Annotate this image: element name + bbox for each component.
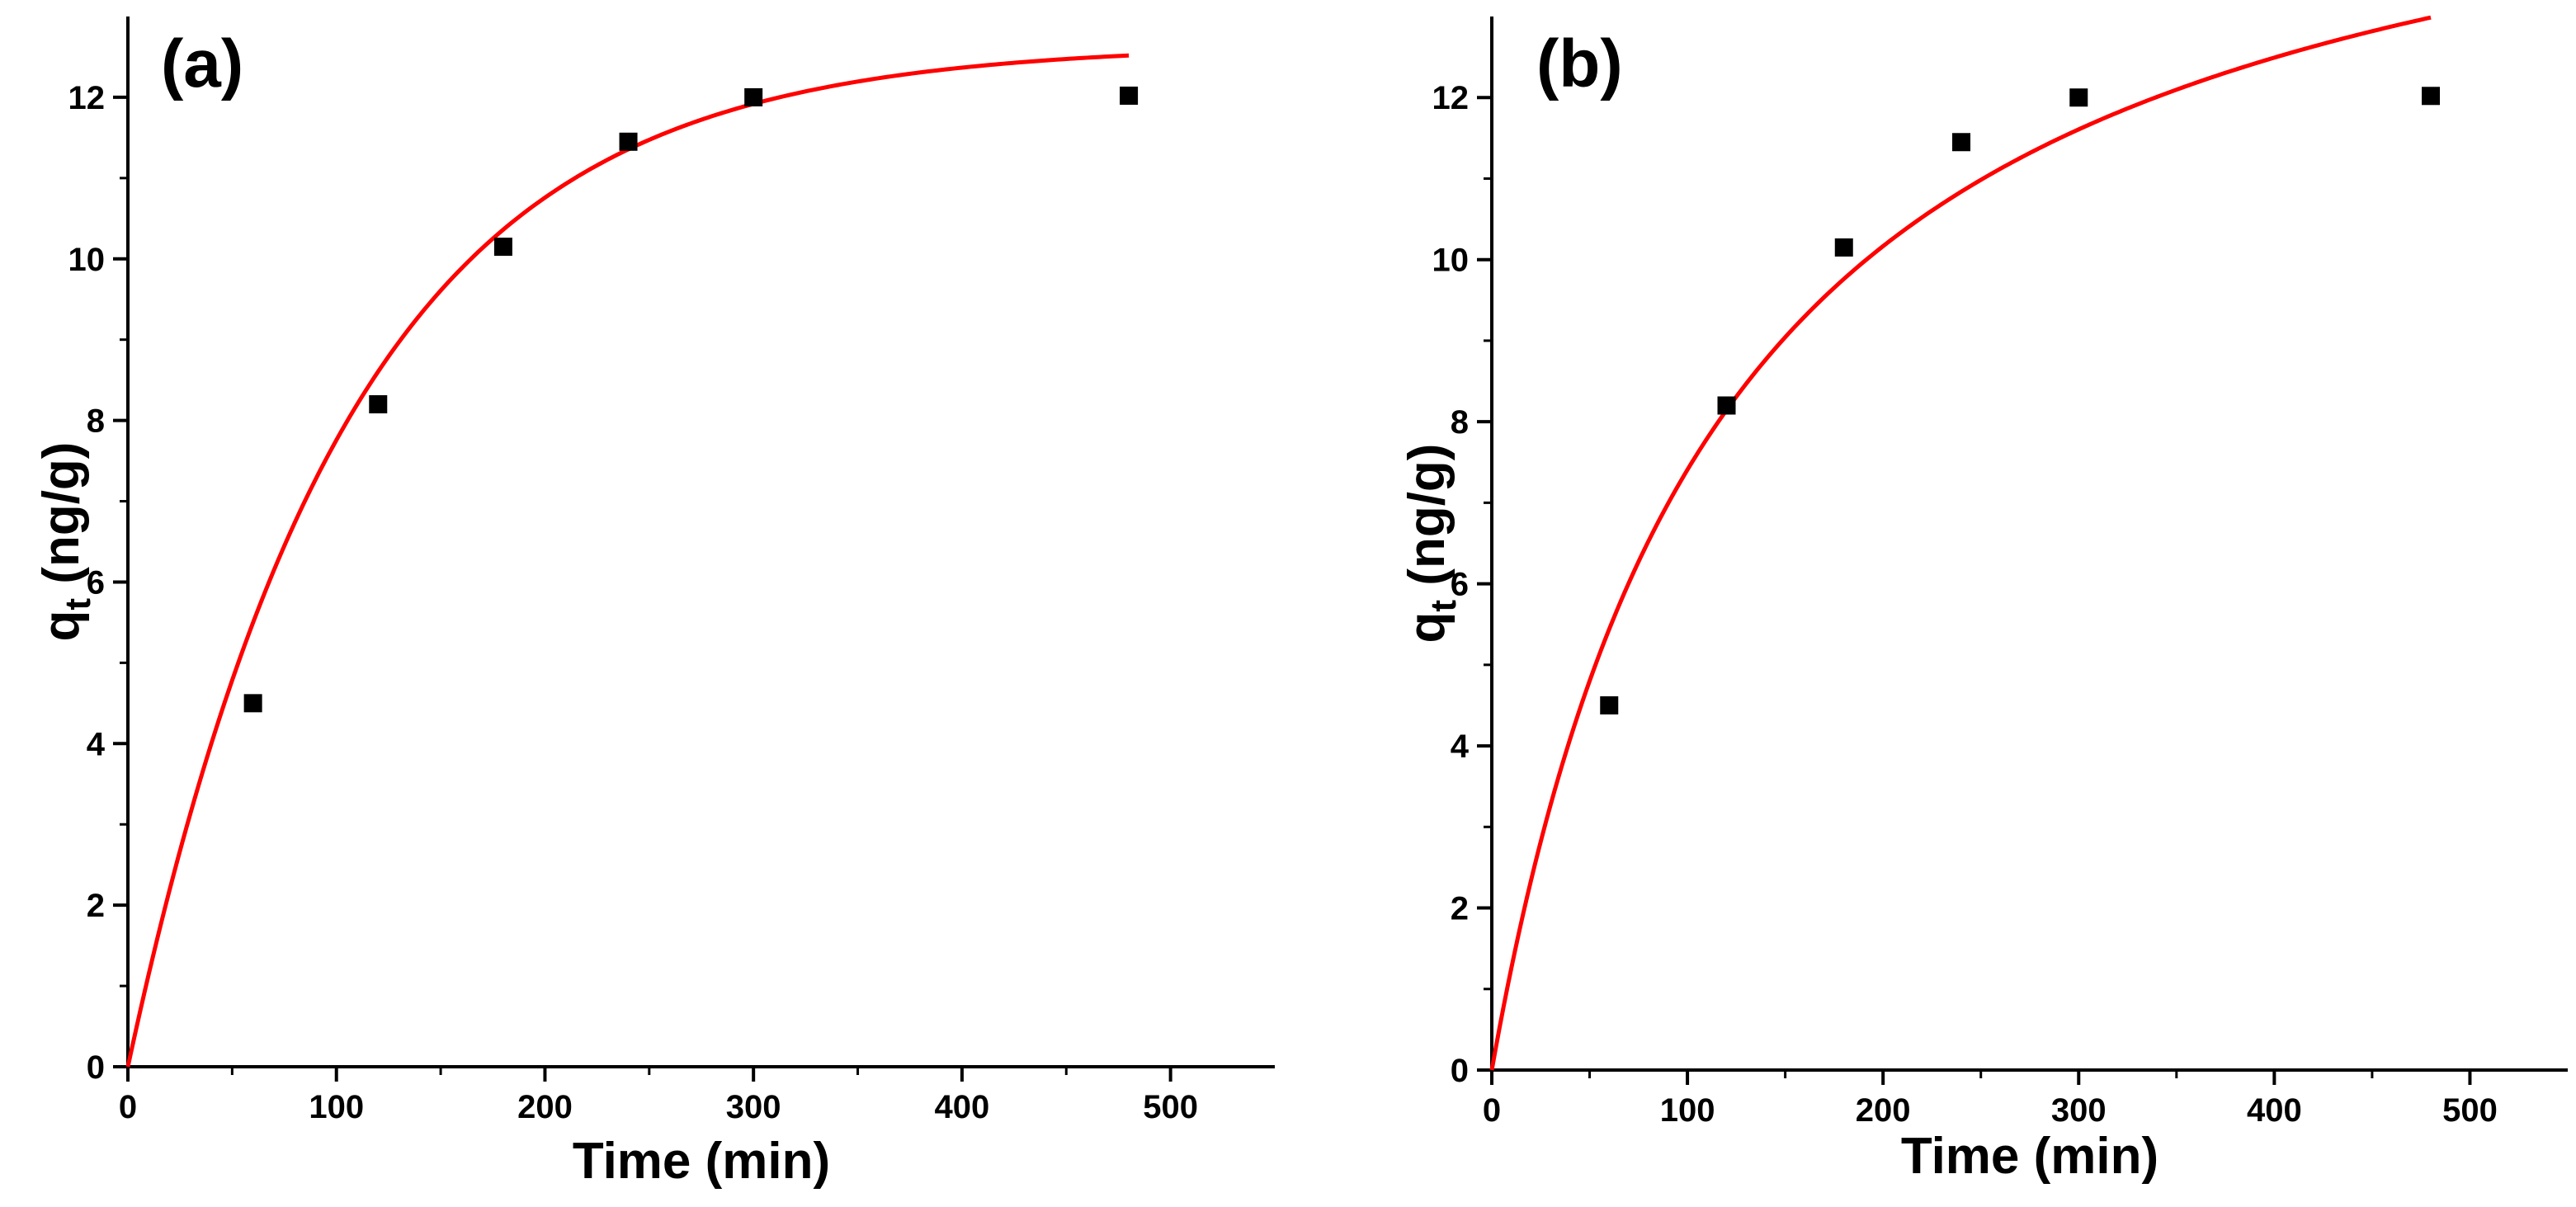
data-point-marker — [1952, 133, 1971, 152]
x-tick-label: 500 — [1143, 1089, 1198, 1125]
y-tick-label: 8 — [1451, 404, 1469, 441]
x-tick-label: 500 — [2442, 1092, 2498, 1129]
y-tick-label: 8 — [87, 403, 105, 440]
y-tick-label: 6 — [1451, 567, 1469, 603]
y-axis-title: qt (ng/g) — [33, 442, 98, 642]
y-tick-label: 2 — [87, 888, 105, 924]
y-tick-label: 2 — [1451, 891, 1469, 927]
data-point-marker — [619, 132, 638, 151]
y-axis-title-subscript: t — [1423, 600, 1464, 612]
panel-label: (a) — [161, 26, 243, 101]
data-point-marker — [369, 395, 388, 414]
panel-b: 0 100 200 300 400 500 0 2 4 6 8 10 12 Time (min) qt (n… — [1399, 15, 2568, 1185]
data-point-marker — [493, 238, 512, 257]
y-tick-label: 6 — [87, 564, 105, 601]
y-axis-title-symbol: q — [33, 611, 90, 642]
data-point-marker — [2422, 87, 2441, 106]
y-tick-label: 12 — [1432, 80, 1470, 116]
data-point-marker — [2069, 88, 2088, 107]
panel-label: (b) — [1536, 26, 1623, 101]
x-axis-title: Time (min) — [1901, 1128, 2158, 1185]
x-tick-label: 200 — [1856, 1092, 1911, 1129]
x-tick-label: 400 — [2247, 1092, 2302, 1129]
x-tick-label: 0 — [1483, 1092, 1501, 1129]
y-tick-label: 0 — [1451, 1053, 1469, 1089]
y-tick-label: 0 — [87, 1049, 105, 1086]
y-tick-label: 4 — [1451, 728, 1470, 765]
data-point-marker — [744, 87, 763, 106]
y-axis-title-symbol: q — [1399, 612, 1455, 644]
data-point-marker — [1717, 396, 1736, 415]
y-tick-label: 4 — [87, 726, 106, 762]
x-tick-label: 200 — [517, 1089, 573, 1125]
fit-curve-line — [1489, 15, 2432, 1071]
data-point-marker — [243, 694, 262, 713]
x-axis-title: Time (min) — [573, 1133, 830, 1190]
fit-curve-line — [125, 53, 1130, 1068]
y-axis-title-subscript: t — [58, 598, 98, 611]
y-axis-title-unit: (ng/g) — [33, 442, 90, 598]
panel-a: 0 100 200 300 400 500 0 2 4 6 8 10 12 Time (min) qt (n… — [33, 17, 1275, 1190]
x-tick-label: 100 — [309, 1089, 364, 1125]
x-tick-label: 100 — [1660, 1092, 1715, 1129]
x-tick-label: 0 — [119, 1089, 137, 1125]
y-tick-label: 10 — [68, 242, 106, 278]
x-tick-label: 300 — [726, 1089, 781, 1125]
y-tick-label: 12 — [68, 80, 106, 116]
x-tick-label: 400 — [935, 1089, 990, 1125]
data-point-marker — [1834, 238, 1853, 257]
data-point-marker — [1120, 86, 1139, 105]
y-axis-title-unit: (ng/g) — [1399, 444, 1455, 600]
data-point-marker — [1600, 695, 1619, 714]
y-axis-title: qt (ng/g) — [1399, 444, 1464, 644]
x-tick-label: 300 — [2051, 1092, 2107, 1129]
y-tick-label: 10 — [1432, 243, 1470, 279]
